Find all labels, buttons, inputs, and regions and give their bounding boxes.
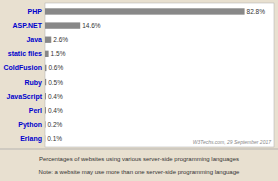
data-label: 82.8% <box>247 8 266 15</box>
data-label: 0.6% <box>48 64 63 71</box>
data-label: 14.6% <box>82 22 101 29</box>
bar <box>45 135 46 141</box>
category-label: static files <box>8 50 42 57</box>
bar <box>45 121 46 127</box>
category-label: ASP.NET <box>13 22 43 29</box>
bar <box>45 51 49 57</box>
category-label: Ruby <box>25 79 43 87</box>
category-label: Python <box>18 121 42 129</box>
bar <box>45 93 46 99</box>
footer-note: Note: a website may use more than one se… <box>39 169 240 175</box>
background <box>0 0 278 181</box>
bar <box>45 65 46 71</box>
data-label: 0.2% <box>47 121 62 128</box>
bar <box>45 79 46 85</box>
bar <box>45 107 46 113</box>
bar <box>45 37 51 43</box>
footer-border <box>0 149 278 150</box>
data-label: 0.1% <box>47 135 62 142</box>
y-tick-labels: PHP ASP.NET Java static files ColdFusion Ruby… <box>4 8 43 143</box>
bars <box>45 8 245 141</box>
data-label: 0.5% <box>48 79 63 86</box>
category-label: Java <box>26 36 42 43</box>
watermark: W3Techs.com, 29 September 2017 <box>193 139 271 145</box>
data-label: 2.6% <box>53 36 68 43</box>
data-label: 0.4% <box>48 93 63 100</box>
category-label: PHP <box>28 8 43 15</box>
category-label: ColdFusion <box>4 64 43 71</box>
category-label: JavaScript <box>7 93 43 101</box>
data-label: 1.5% <box>51 50 66 57</box>
category-label: Perl <box>29 107 42 114</box>
plot-area <box>45 3 274 147</box>
bar <box>45 22 80 28</box>
chart: PHP ASP.NET Java static files ColdFusion Ruby… <box>0 0 278 181</box>
data-label: 0.4% <box>48 107 63 114</box>
footer-title: Percentages of websites using various se… <box>39 156 239 162</box>
data-labels: 82.8% 14.6% 2.6% 1.5% 0.6% 0.5% 0.4% 0.4% 0.2% 0.… <box>47 8 265 142</box>
category-label: Erlang <box>20 135 42 143</box>
bar <box>45 8 245 14</box>
